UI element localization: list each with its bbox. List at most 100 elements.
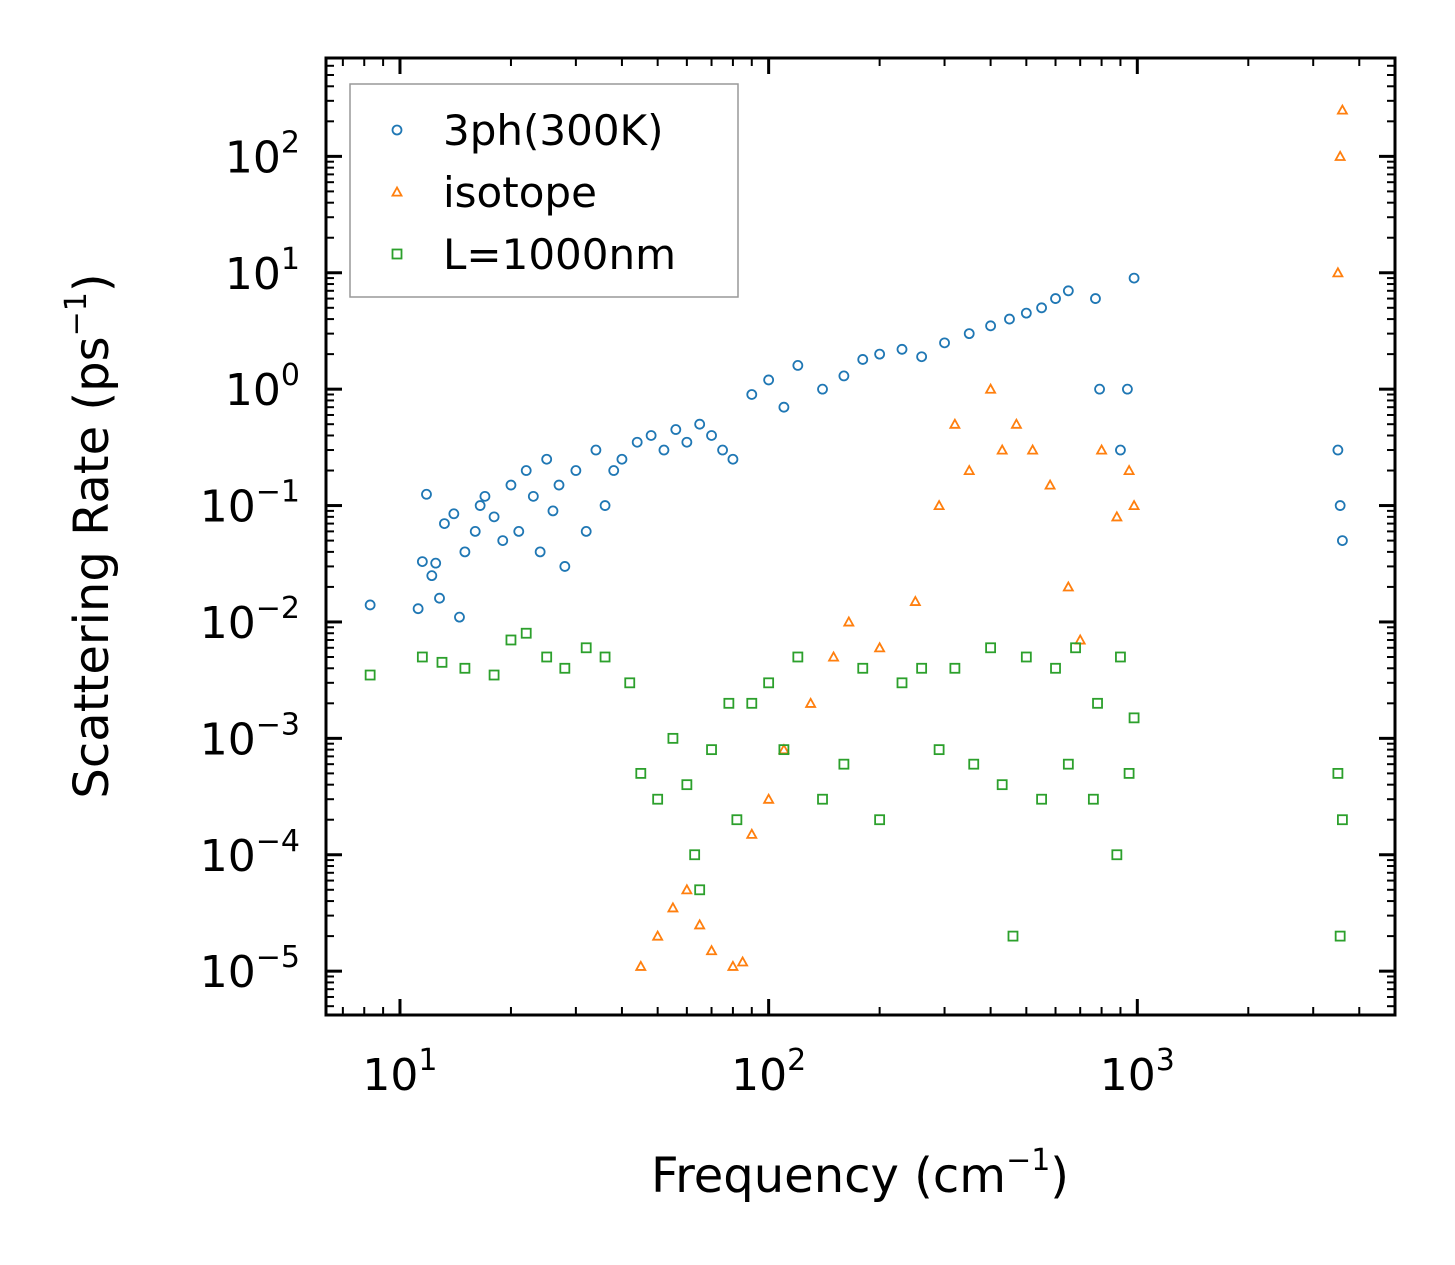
data-point	[792, 651, 804, 663]
data-point	[1010, 417, 1023, 429]
data-point	[497, 535, 509, 546]
data-point	[1115, 651, 1126, 663]
series-2	[364, 627, 1348, 942]
y-tick-label: 102	[225, 125, 300, 183]
data-point	[364, 599, 376, 611]
data-point	[1095, 443, 1108, 455]
data-series-layer	[364, 103, 1349, 971]
data-point	[448, 508, 460, 520]
x-tick-label: 101	[362, 1043, 437, 1101]
data-point	[541, 453, 553, 465]
data-point	[426, 570, 438, 582]
data-point	[680, 883, 693, 895]
data-point	[968, 758, 980, 770]
data-point	[746, 389, 758, 400]
data-point	[652, 793, 664, 805]
data-point	[777, 743, 790, 755]
data-point	[817, 383, 828, 395]
data-point	[857, 354, 869, 365]
data-point	[996, 779, 1008, 791]
data-point	[590, 444, 602, 456]
data-point	[842, 615, 855, 627]
data-point	[1110, 510, 1123, 522]
data-point	[857, 662, 869, 674]
data-point	[1036, 302, 1047, 314]
data-point	[984, 382, 997, 394]
data-point	[1026, 443, 1039, 455]
data-point	[479, 490, 491, 502]
data-point	[1122, 383, 1133, 395]
data-point	[1115, 444, 1126, 456]
data-point	[963, 328, 975, 340]
data-point	[505, 479, 517, 491]
data-point	[916, 351, 928, 363]
data-point	[559, 662, 571, 674]
data-point	[1123, 464, 1136, 476]
data-point	[838, 758, 850, 770]
data-point	[706, 430, 717, 441]
data-point	[454, 611, 465, 623]
data-point	[580, 525, 592, 537]
data-point	[723, 697, 735, 709]
data-point	[527, 490, 539, 502]
data-point	[996, 443, 1009, 455]
data-point	[948, 417, 961, 429]
data-point	[1090, 293, 1101, 304]
data-point	[416, 651, 428, 663]
data-point	[896, 677, 908, 689]
data-point	[1007, 930, 1019, 942]
data-point	[731, 814, 743, 826]
data-point	[949, 662, 961, 674]
data-point	[1128, 272, 1140, 284]
data-point	[421, 488, 432, 500]
y-tick-label: 100	[225, 358, 300, 416]
data-point	[1334, 930, 1346, 942]
data-point	[1036, 793, 1047, 805]
data-point	[694, 418, 706, 430]
legend: 3ph(300K) isotope L=1000nm	[349, 83, 739, 298]
data-point	[963, 464, 976, 476]
data-point	[364, 669, 376, 681]
data-point	[874, 348, 886, 360]
data-point	[1334, 500, 1346, 511]
data-point	[1128, 712, 1140, 724]
data-point	[616, 453, 628, 465]
data-point	[838, 370, 850, 382]
data-point	[666, 901, 679, 913]
data-point	[459, 546, 471, 558]
y-tick-label: 10−4	[200, 824, 300, 882]
data-point	[488, 669, 500, 681]
data-point	[1050, 662, 1061, 674]
legend-label: 3ph(300K)	[443, 106, 663, 155]
data-point	[1050, 293, 1061, 304]
data-point	[667, 732, 679, 744]
data-point	[1111, 849, 1123, 861]
data-point	[434, 592, 445, 604]
data-point	[896, 343, 908, 355]
data-point	[599, 500, 611, 511]
data-point	[1334, 150, 1347, 161]
y-tick-label: 10−3	[200, 707, 300, 765]
data-point	[534, 546, 546, 558]
data-point	[1020, 307, 1032, 319]
series-0	[364, 272, 1348, 623]
data-point	[651, 929, 664, 941]
data-point	[933, 499, 946, 511]
data-point	[681, 779, 693, 791]
data-point	[439, 518, 450, 529]
data-point	[513, 525, 525, 537]
data-point	[873, 641, 886, 653]
data-point	[488, 511, 500, 523]
data-point	[909, 595, 922, 606]
data-point	[1337, 535, 1348, 546]
data-point	[412, 603, 424, 615]
data-point	[1332, 444, 1344, 456]
y-tick-label: 101	[225, 242, 300, 300]
data-point	[1128, 499, 1141, 511]
data-point	[631, 436, 643, 448]
data-point	[1062, 580, 1075, 592]
data-point	[746, 697, 758, 709]
data-point	[1092, 697, 1103, 709]
data-point	[474, 500, 486, 511]
